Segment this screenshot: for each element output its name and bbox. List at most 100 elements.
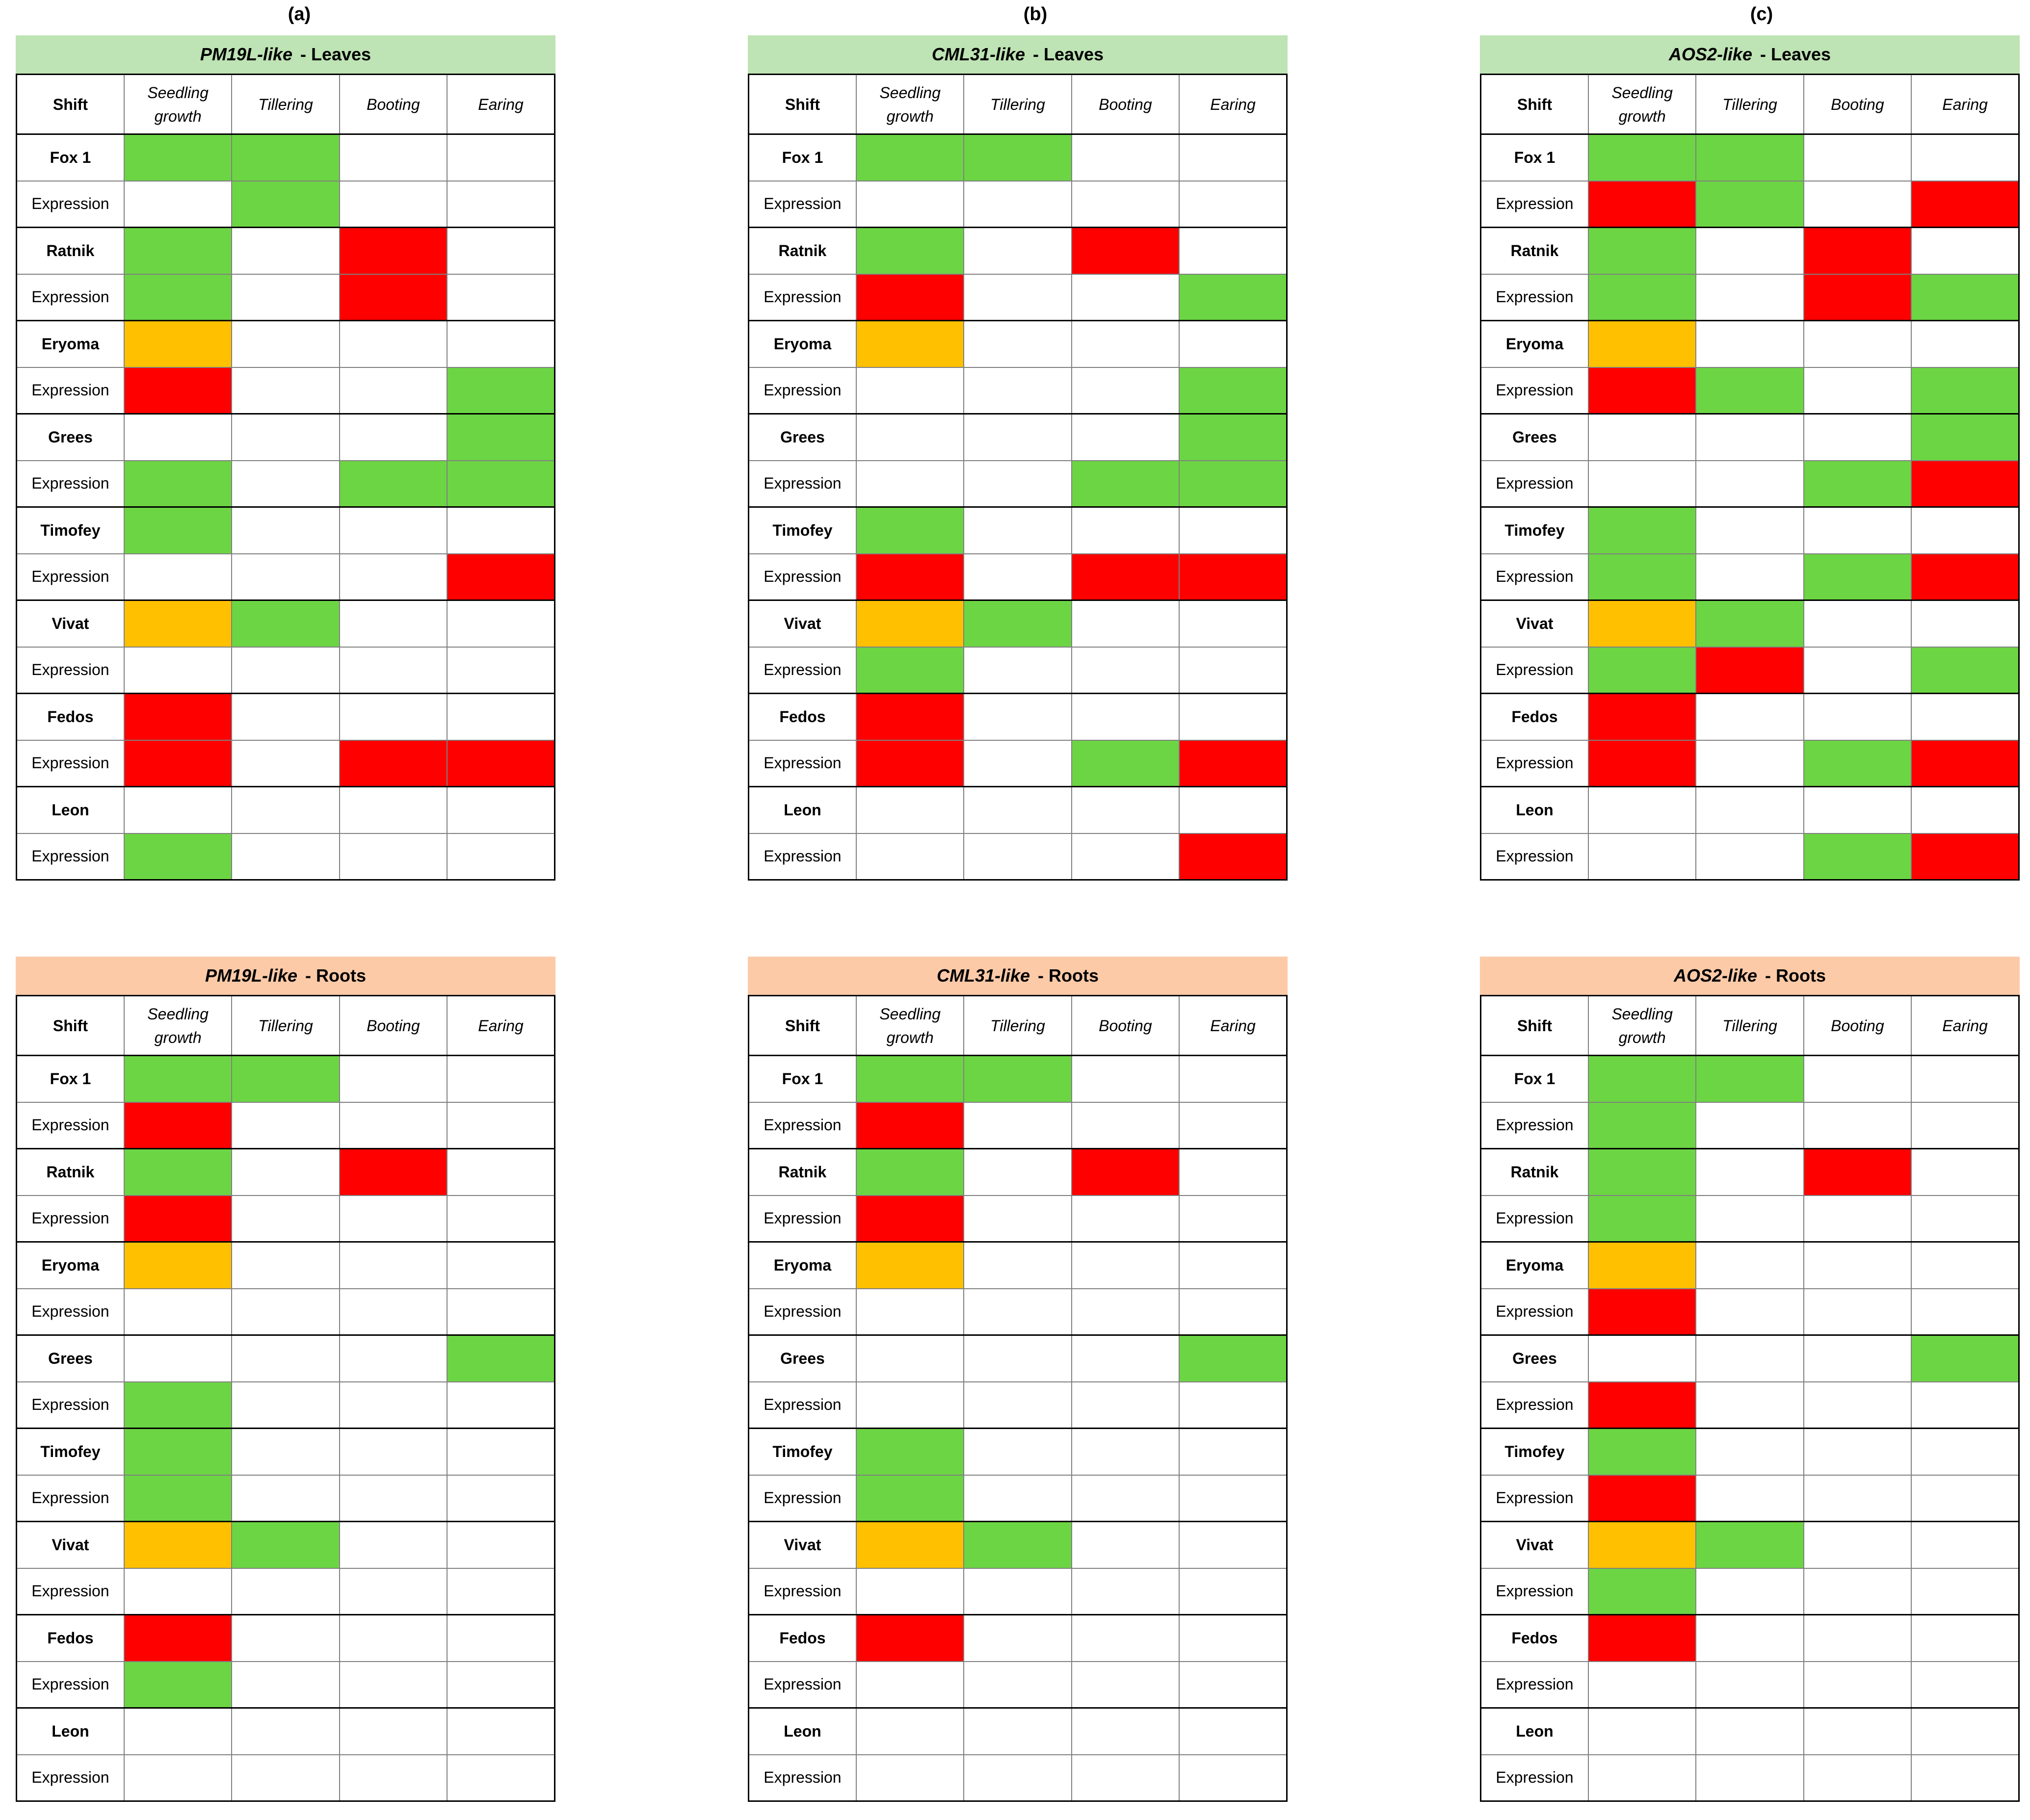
header-row: Shift Seedling growth Tillering Booting Eari…: [747, 995, 1288, 1056]
status-cell: [339, 460, 448, 508]
expression-label: Expression: [1479, 1754, 1589, 1802]
status-cell: [855, 1428, 965, 1476]
expression-label: Expression: [747, 646, 857, 694]
cultivar-label: Leon: [1479, 1707, 1589, 1755]
status-cell: [1911, 506, 2020, 554]
status-cell: [1179, 1474, 1288, 1522]
status-cell: [123, 599, 233, 648]
status-cell: [963, 273, 1072, 321]
status-cell: [1179, 832, 1288, 881]
expression-row: Expression: [747, 1474, 1288, 1522]
cultivar-row: Timofey: [1479, 506, 2020, 554]
status-cell: [123, 646, 233, 694]
cultivar-row: Fedos: [1479, 693, 2020, 741]
status-cell: [1071, 506, 1180, 554]
status-cell: [1695, 1381, 1804, 1429]
status-cell: [855, 1614, 965, 1662]
status-cell: [1803, 1754, 1912, 1802]
status-cell: [231, 133, 340, 182]
status-cell: [123, 366, 233, 415]
status-cell: [231, 1614, 340, 1662]
header-stage: Seedling growth: [123, 995, 233, 1056]
status-cell: [339, 739, 448, 787]
expression-label: Expression: [15, 180, 125, 228]
status-cell: [963, 693, 1072, 741]
status-cell: [447, 320, 556, 368]
expression-label: Expression: [747, 1567, 857, 1615]
cultivar-row: Leon: [747, 1707, 1288, 1755]
expression-label: Expression: [1479, 1101, 1589, 1149]
status-cell: [1587, 1288, 1697, 1336]
expression-row: Expression: [747, 553, 1288, 601]
status-cell: [963, 1381, 1072, 1429]
cultivar-row: Fox 1: [747, 1055, 1288, 1103]
status-cell: [1695, 646, 1804, 694]
status-cell: [339, 786, 448, 834]
status-cell: [1911, 1195, 2020, 1243]
panel-title: CML31-like - Leaves: [748, 35, 1288, 74]
status-cell: [231, 1428, 340, 1476]
status-cell: [1587, 1428, 1697, 1476]
status-cell: [1179, 1707, 1288, 1755]
status-cell: [231, 413, 340, 461]
status-cell: [1587, 1474, 1697, 1522]
status-cell: [855, 1288, 965, 1336]
status-cell: [1179, 1614, 1288, 1662]
cultivar-label: Eryoma: [1479, 1241, 1589, 1289]
status-cell: [231, 506, 340, 554]
status-cell: [1911, 1521, 2020, 1569]
status-cell: [123, 1754, 233, 1802]
cultivar-row: Eryoma: [1479, 320, 2020, 368]
cultivar-label: Leon: [15, 786, 125, 834]
status-cell: [1911, 1754, 2020, 1802]
expression-label: Expression: [15, 1567, 125, 1615]
expression-label: Expression: [747, 739, 857, 787]
cultivar-label: Ratnik: [15, 1148, 125, 1196]
gene-name: PM19L-like: [200, 44, 292, 64]
status-cell: [1695, 1754, 1804, 1802]
expression-label: Expression: [1479, 460, 1589, 508]
panel-5: AOS2-like - Roots Shift Seedling growth Till…: [1479, 957, 2020, 1802]
status-cell: [1911, 786, 2020, 834]
status-cell: [123, 1474, 233, 1522]
shift-expression-table: Shift Seedling growth Tillering Booting Eari…: [15, 74, 556, 881]
cultivar-label: Fox 1: [15, 133, 125, 182]
status-cell: [1179, 1055, 1288, 1103]
status-cell: [1695, 1474, 1804, 1522]
status-cell: [447, 786, 556, 834]
status-cell: [1179, 506, 1288, 554]
header-stage: Booting: [339, 995, 448, 1056]
cultivar-row: Vivat: [1479, 599, 2020, 648]
status-cell: [339, 646, 448, 694]
panel-2: AOS2-like - Leaves Shift Seedling growth Til…: [1479, 35, 2020, 881]
expression-label: Expression: [747, 273, 857, 321]
cultivar-label: Vivat: [1479, 1521, 1589, 1569]
header-stage: Earing: [447, 74, 556, 135]
header-stage: Booting: [1803, 995, 1912, 1056]
status-cell: [1179, 1148, 1288, 1196]
expression-row: Expression: [15, 1381, 556, 1429]
status-cell: [963, 1707, 1072, 1755]
status-cell: [963, 1101, 1072, 1149]
header-shift: Shift: [747, 995, 857, 1056]
expression-row: Expression: [747, 460, 1288, 508]
expression-label: Expression: [15, 1195, 125, 1243]
status-cell: [1179, 553, 1288, 601]
status-cell: [1179, 739, 1288, 787]
status-cell: [1587, 693, 1697, 741]
header-shift: Shift: [747, 74, 857, 135]
expression-row: Expression: [15, 180, 556, 228]
status-cell: [1179, 1334, 1288, 1382]
status-cell: [231, 180, 340, 228]
status-cell: [855, 1334, 965, 1382]
status-cell: [1911, 693, 2020, 741]
status-cell: [123, 227, 233, 275]
status-cell: [1803, 1661, 1912, 1709]
status-cell: [339, 693, 448, 741]
status-cell: [339, 1334, 448, 1382]
expression-label: Expression: [15, 1661, 125, 1709]
header-row: Shift Seedling growth Tillering Booting Eari…: [15, 995, 556, 1056]
status-cell: [963, 366, 1072, 415]
status-cell: [339, 320, 448, 368]
expression-label: Expression: [1479, 1567, 1589, 1615]
